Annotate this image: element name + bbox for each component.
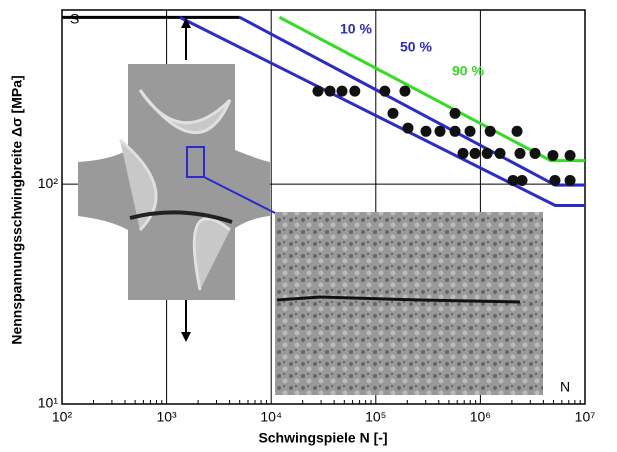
- data-point: [450, 108, 461, 119]
- x-axis-label: Schwingspiele N [-]: [258, 430, 387, 446]
- data-point: [336, 86, 347, 97]
- data-point: [495, 148, 506, 159]
- data-point: [402, 123, 413, 134]
- data-point: [312, 86, 323, 97]
- series-label: 90 %: [452, 63, 484, 79]
- data-point: [482, 148, 493, 159]
- data-point: [399, 86, 410, 97]
- x-tick-label: 10⁵: [365, 409, 386, 425]
- y-tick-label: 10²: [38, 175, 59, 191]
- data-point: [565, 175, 576, 186]
- data-point: [465, 126, 476, 137]
- data-point: [530, 148, 541, 159]
- data-point: [450, 126, 461, 137]
- data-point: [435, 126, 446, 137]
- x-tick-label: 10⁴: [260, 409, 282, 425]
- data-point: [517, 175, 528, 186]
- annotation: S: [70, 11, 79, 27]
- annotation: N: [560, 379, 570, 395]
- data-point: [421, 126, 432, 137]
- y-axis-label: Nennspannungsschwingbreite Δσ [MPa]: [9, 75, 25, 344]
- series-label: 10 %: [340, 21, 372, 37]
- data-point: [514, 148, 525, 159]
- data-point: [470, 148, 481, 159]
- data-point: [349, 86, 360, 97]
- series-label: 50 %: [400, 39, 432, 55]
- x-tick-label: 10²: [52, 409, 73, 425]
- data-point: [379, 86, 390, 97]
- y-tick-label: 10¹: [38, 395, 59, 411]
- x-tick-label: 10³: [156, 409, 177, 425]
- chart: 10²10³10⁴10⁵10⁶10⁷10¹10²10 %50 %90 % Sch…: [0, 0, 617, 452]
- data-point: [565, 150, 576, 161]
- x-tick-label: 10⁷: [575, 409, 596, 425]
- data-point: [387, 108, 398, 119]
- data-point: [458, 148, 469, 159]
- data-point: [549, 175, 560, 186]
- micrograph: [275, 212, 543, 395]
- x-tick-label: 10⁶: [470, 409, 491, 425]
- data-point: [547, 150, 558, 161]
- micrograph-texture: [275, 212, 543, 395]
- data-point: [325, 86, 336, 97]
- data-point: [485, 126, 496, 137]
- data-point: [512, 126, 523, 137]
